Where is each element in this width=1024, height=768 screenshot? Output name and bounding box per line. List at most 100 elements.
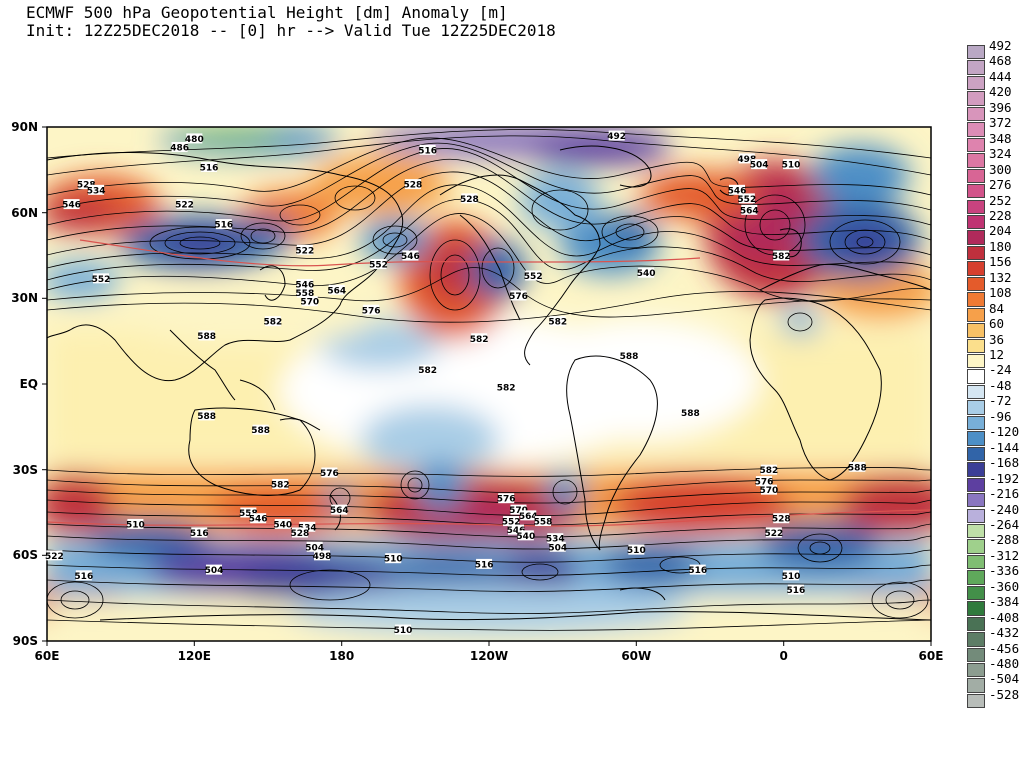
lon-label-60e-right: 60E	[919, 649, 944, 663]
contour-label-bg	[476, 558, 493, 569]
contour-label-bg	[75, 570, 92, 581]
legend-entry: -504	[967, 671, 1024, 693]
legend-label: 396	[989, 99, 1012, 115]
legend-entry: -168	[967, 455, 1024, 477]
legend-label: -120	[989, 424, 1020, 440]
legend-label: 300	[989, 161, 1012, 177]
contour-label-bg	[176, 199, 193, 210]
legend-label: 60	[989, 316, 1005, 332]
contour-label-bg	[549, 541, 566, 552]
legend-entry: -24	[967, 362, 1024, 384]
contour-label: 498	[313, 552, 332, 562]
contour-label-bg	[205, 564, 222, 575]
legend-entry: 108	[967, 285, 1024, 307]
contour-label: 510	[782, 161, 801, 171]
legend-label: 156	[989, 254, 1012, 270]
legend-label: -336	[989, 563, 1020, 579]
legend-entry: 180	[967, 239, 1024, 261]
contour-label-bg	[63, 199, 80, 210]
legend-label: -528	[989, 686, 1020, 702]
legend-entry: 84	[967, 301, 1024, 323]
contour-label-bg	[783, 159, 800, 170]
legend-entry: -120	[967, 424, 1024, 446]
contour-label: 516	[787, 586, 806, 596]
lon-label-60e: 60E	[35, 649, 60, 663]
legend-label: 420	[989, 84, 1012, 100]
legend-swatch	[967, 523, 985, 539]
contour-label: 576	[362, 306, 381, 316]
contour-label: 540	[273, 520, 292, 530]
contour-label-bg	[517, 530, 534, 541]
legend-swatch	[967, 45, 985, 60]
legend-swatch	[967, 508, 985, 523]
contour-label: 504	[205, 566, 224, 576]
map-subtitle: Init: 12Z25DEC2018 -- [0] hr --> Valid T…	[26, 21, 556, 40]
legend-label: 468	[989, 53, 1012, 69]
contour-label-bg	[461, 193, 478, 204]
legend-entry: -192	[967, 471, 1024, 493]
contour-label: 504	[305, 543, 324, 553]
contour-label: 516	[688, 566, 707, 576]
contour-label: 540	[637, 269, 656, 279]
contour-label-bg	[198, 330, 215, 341]
contour-label-bg	[498, 381, 515, 392]
legend-entry: 300	[967, 162, 1024, 184]
legend-entry: 492	[967, 38, 1024, 60]
contour-label: 516	[475, 560, 494, 570]
contour-label-bg	[291, 527, 308, 538]
contour-label-bg	[93, 273, 110, 284]
contour-label: 528	[403, 181, 422, 191]
contour-label-bg	[215, 219, 232, 230]
contour-label-bg	[314, 550, 331, 561]
contour-label-bg	[738, 153, 755, 164]
contour-label-bg	[370, 259, 387, 270]
legend-label: -408	[989, 609, 1020, 625]
legend-entry: 444	[967, 69, 1024, 91]
legend-label: -384	[989, 594, 1020, 610]
legend-entry: -96	[967, 409, 1024, 431]
contour-label-bg	[525, 270, 542, 281]
legend-label: 204	[989, 223, 1012, 239]
anomaly-fill	[47, 127, 931, 641]
contour-label: 534	[546, 535, 565, 545]
contour-label: 522	[764, 529, 783, 539]
contour-label: 528	[77, 181, 96, 191]
legend-entry: 156	[967, 254, 1024, 276]
contour-label-bg	[301, 296, 318, 307]
legend-label: 12	[989, 347, 1005, 362]
legend-swatch	[967, 632, 985, 647]
contour-label-bg	[404, 179, 421, 190]
legend-entry: -360	[967, 579, 1024, 601]
contour-label: 582	[548, 318, 567, 328]
legend-swatch	[967, 261, 985, 276]
legend-swatch	[967, 214, 985, 230]
contour-label-bg	[402, 250, 419, 261]
legend-entry: 252	[967, 193, 1024, 215]
legend-entry: -264	[967, 517, 1024, 539]
contour-label: 480	[185, 135, 204, 145]
contour-label: 558	[239, 509, 258, 519]
contour-label: 528	[460, 195, 479, 205]
contour-label: 528	[291, 529, 310, 539]
legend-swatch	[967, 678, 985, 693]
legend-entry: -432	[967, 625, 1024, 647]
legend-entry: -216	[967, 486, 1024, 508]
contour-label: 522	[45, 552, 64, 562]
contour-label: 516	[214, 221, 233, 231]
contour-label-bg	[741, 204, 758, 215]
legend-entry: -528	[967, 687, 1024, 709]
legend-swatch	[967, 122, 985, 137]
contour-label-bg	[272, 478, 289, 489]
legend-entry: -48	[967, 378, 1024, 400]
legend-label: -288	[989, 532, 1020, 548]
contour-label: 486	[170, 143, 189, 153]
legend-entry: 468	[967, 53, 1024, 75]
contour-label-bg	[549, 316, 566, 327]
contour-label: 576	[320, 469, 339, 479]
legend-swatch	[967, 601, 985, 616]
lon-label-0: 0	[780, 649, 788, 663]
legend-swatch	[967, 431, 985, 446]
legend-swatch	[967, 60, 985, 75]
lon-label-120e: 120E	[178, 649, 211, 663]
